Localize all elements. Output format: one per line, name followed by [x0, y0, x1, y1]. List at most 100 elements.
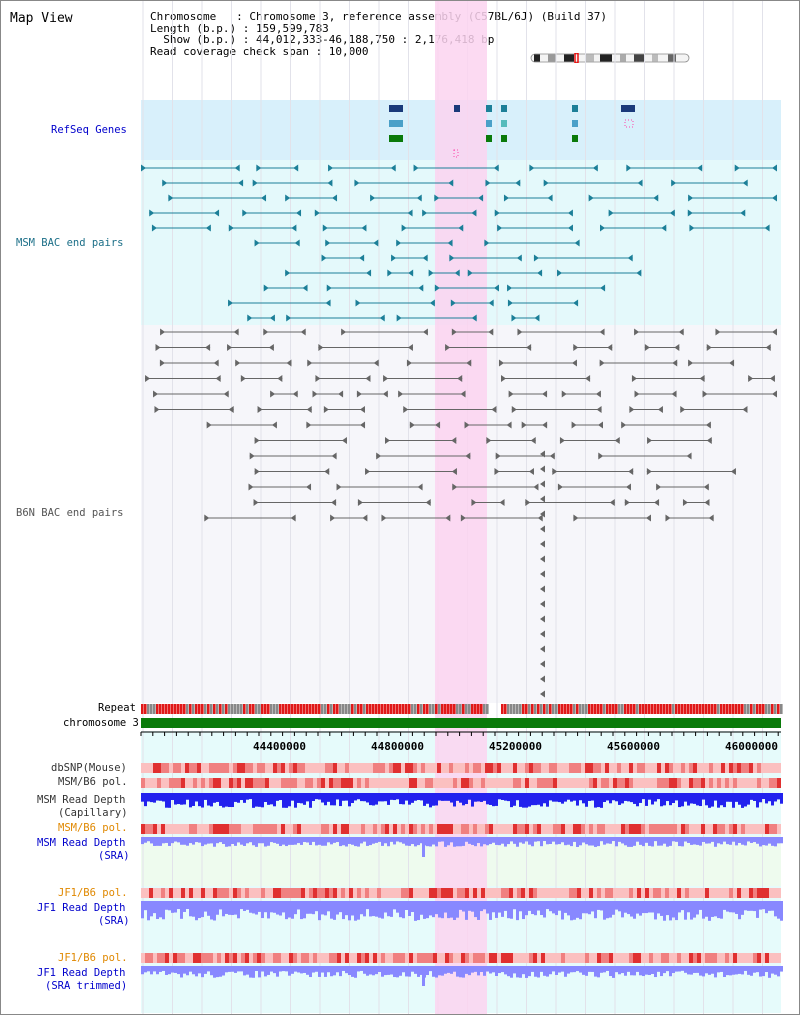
msm-bac-pair-end — [449, 254, 455, 262]
polymorphism-cell — [165, 824, 169, 834]
read-depth-bar — [159, 901, 162, 918]
polymorphism-cell — [497, 763, 501, 773]
repeat-segment — [243, 704, 246, 714]
refseq-gene — [501, 105, 507, 112]
b6n-bac-pair-end — [306, 406, 312, 413]
polymorphism-cell — [377, 953, 381, 963]
polymorphism-cell — [749, 888, 753, 898]
b6n-bac-pair-end — [235, 359, 241, 367]
read-depth-bar — [708, 837, 711, 844]
read-depth-bar — [240, 793, 243, 801]
msm-bac-pair-end — [294, 239, 300, 247]
read-depth-bar — [396, 901, 399, 913]
polymorphism-cell — [489, 953, 493, 963]
read-depth-bar — [327, 901, 330, 912]
read-depth-bar — [690, 793, 693, 804]
read-depth-bar — [351, 837, 354, 845]
b6n-bac-pair-end — [646, 468, 652, 475]
msm-bac-pair-end — [387, 269, 393, 277]
polymorphism-cell — [409, 824, 413, 834]
polymorphism-cell — [393, 953, 397, 963]
msm-bac-pair-end — [742, 179, 748, 187]
read-depth-bar — [651, 837, 654, 847]
read-depth-bar — [753, 901, 756, 912]
read-depth-bar — [195, 901, 198, 921]
polymorphism-cell — [777, 888, 781, 898]
polymorphism-cell — [381, 824, 385, 834]
read-depth-bar — [564, 793, 567, 802]
read-depth-bar — [174, 793, 177, 805]
read-depth-bar — [312, 901, 315, 915]
refseq-genes-label: RefSeq Genes — [51, 124, 127, 136]
read-depth-bar — [654, 901, 657, 920]
b6n-bac-end — [540, 540, 545, 548]
b6n-bac-pair-end — [599, 359, 605, 367]
repeat-segment — [180, 704, 183, 714]
repeat-segment — [249, 704, 252, 714]
polymorphism-cell — [681, 778, 685, 788]
b6n-bac-pair-end — [215, 375, 221, 382]
read-depth-bar — [513, 793, 516, 806]
polymorphism-cell — [761, 953, 765, 963]
polymorphism-cell — [213, 763, 217, 773]
b6n-bac-pair-end — [384, 437, 390, 444]
read-depth-bar — [225, 966, 228, 973]
read-depth-bar — [753, 793, 756, 801]
polymorphism-cell — [725, 763, 729, 773]
read-depth-bar — [525, 837, 528, 842]
polymorphism-cell — [341, 824, 345, 834]
polymorphism-cell — [509, 763, 513, 773]
read-depth-bar — [663, 837, 666, 844]
msm-bac-pair-end — [332, 194, 338, 202]
b6n-bac-pair-end — [324, 468, 330, 475]
read-depth-bar — [672, 793, 675, 804]
b6n-bac-pair-end — [772, 328, 777, 336]
read-depth-bar — [150, 901, 153, 917]
polymorphism-cell — [205, 824, 209, 834]
polymorphism-cell — [733, 824, 737, 834]
b6n-bac-pair-end — [382, 390, 388, 398]
polymorphism-cell — [369, 888, 373, 898]
read-depth-bar — [495, 901, 498, 918]
repeat-segment — [615, 704, 618, 714]
polymorphism-cell — [729, 778, 733, 788]
polymorphism-cell — [341, 953, 345, 963]
polymorphism-cell — [605, 888, 609, 898]
read-depth-bar — [315, 966, 318, 972]
polymorphism-cell — [617, 824, 621, 834]
b6n-bac-pair-end — [654, 499, 660, 506]
polymorphism-cell — [645, 778, 649, 788]
polymorphism-cell — [593, 824, 597, 834]
polymorphism-cell — [489, 763, 493, 773]
polymorphism-cell — [361, 888, 365, 898]
polymorphism-cell — [533, 824, 537, 834]
read-depth-bar — [237, 837, 240, 843]
read-depth-bar — [210, 793, 213, 807]
read-depth-bar — [711, 966, 714, 974]
polymorphism-cell — [337, 763, 341, 773]
polymorphism-cell — [617, 763, 621, 773]
polymorphism-cell — [157, 953, 161, 963]
axis-tick-label: 46000000 — [725, 740, 778, 753]
polymorphism-cell — [221, 824, 225, 834]
b6n-bac-pair-end — [286, 359, 292, 367]
polymorphism-cell — [377, 763, 381, 773]
polymorphism-cell — [245, 953, 249, 963]
read-depth-bar — [231, 901, 234, 916]
repeat-segment — [573, 704, 576, 714]
jf1-read-depth-sra-label: JF1 Read Depth — [37, 902, 126, 914]
polymorphism-cell — [373, 888, 377, 898]
chromosome-ideogram[interactable] — [530, 53, 690, 63]
polymorphism-cell — [249, 763, 253, 773]
polymorphism-cell — [505, 824, 509, 834]
polymorphism-cell — [549, 763, 553, 773]
read-depth-bar — [318, 837, 321, 845]
polymorphism-cell — [453, 763, 457, 773]
read-depth-bar — [537, 837, 540, 842]
polymorphism-cell — [505, 888, 509, 898]
polymorphism-cell — [741, 824, 745, 834]
polymorphism-cell — [697, 778, 701, 788]
polymorphism-cell — [253, 778, 257, 788]
polymorphism-cell — [513, 888, 517, 898]
read-depth-bar — [492, 793, 495, 807]
